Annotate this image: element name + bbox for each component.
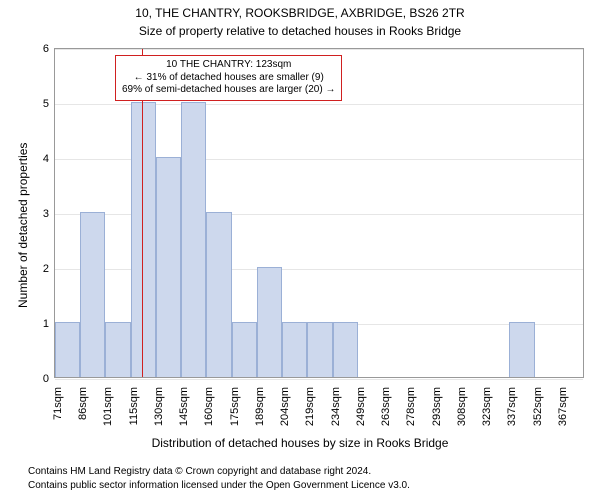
y-axis-label: Number of detached properties [16,143,30,308]
footer-attribution-2: Contains public sector information licen… [28,480,410,491]
chart-supertitle: 10, THE CHANTRY, ROOKSBRIDGE, AXBRIDGE, … [0,6,600,20]
histogram-bar [232,322,257,377]
histogram-bar [156,157,181,377]
x-tick-label: 101sqm [102,383,114,426]
y-tick-label: 2 [43,263,55,275]
histogram-bar [181,102,206,377]
y-tick-label: 1 [43,318,55,330]
x-tick-label: 352sqm [532,383,544,426]
histogram-bar [55,322,80,377]
x-tick-label: 219sqm [304,383,316,426]
y-tick-label: 4 [43,153,55,165]
footer-attribution-1: Contains HM Land Registry data © Crown c… [28,466,371,477]
histogram-bar [206,212,231,377]
gridline [55,379,583,380]
legend-line-1: 10 THE CHANTRY: 123sqm [122,59,335,72]
legend-line-2: ← 31% of detached houses are smaller (9) [122,72,335,85]
legend-line-3: 69% of semi-detached houses are larger (… [122,84,335,97]
x-tick-label: 145sqm [178,383,190,426]
gridline [55,49,583,50]
x-tick-label: 86sqm [77,383,89,420]
x-tick-label: 249sqm [355,383,367,426]
y-tick-label: 3 [43,208,55,220]
x-tick-label: 278sqm [405,383,417,426]
histogram-bar [307,322,332,377]
x-tick-label: 293sqm [431,383,443,426]
y-tick-label: 5 [43,98,55,110]
chart-title: Size of property relative to detached ho… [0,24,600,38]
x-tick-label: 337sqm [506,383,518,426]
x-axis-label: Distribution of detached houses by size … [0,436,600,450]
x-tick-label: 189sqm [254,383,266,426]
x-tick-label: 71sqm [52,383,64,420]
x-tick-label: 263sqm [380,383,392,426]
x-tick-label: 367sqm [557,383,569,426]
x-tick-label: 323sqm [481,383,493,426]
histogram-bar [333,322,358,377]
histogram-bar [80,212,105,377]
histogram-bar [509,322,534,377]
x-tick-label: 160sqm [203,383,215,426]
histogram-bar [105,322,130,377]
plot-area: 012345671sqm86sqm101sqm115sqm130sqm145sq… [54,48,584,378]
property-size-chart: 10, THE CHANTRY, ROOKSBRIDGE, AXBRIDGE, … [0,0,600,500]
x-tick-label: 115sqm [128,383,140,425]
reference-legend: 10 THE CHANTRY: 123sqm ← 31% of detached… [115,55,342,101]
y-tick-label: 6 [43,43,55,55]
x-tick-label: 130sqm [153,383,165,426]
x-tick-label: 308sqm [456,383,468,426]
histogram-bar [282,322,307,377]
x-tick-label: 175sqm [229,383,241,426]
histogram-bar [257,267,282,377]
x-tick-label: 234sqm [330,383,342,426]
x-tick-label: 204sqm [279,383,291,426]
